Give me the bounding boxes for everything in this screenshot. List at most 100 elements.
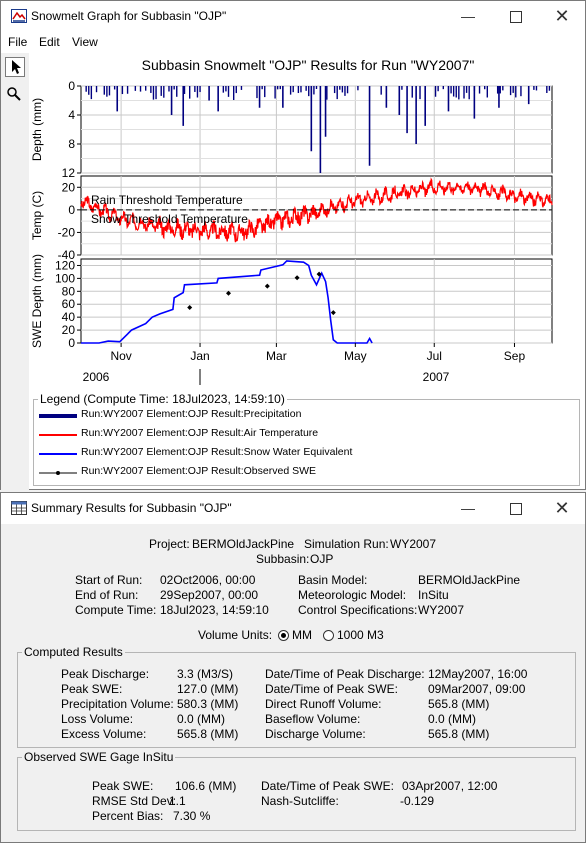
computed-label-2: Precipitation Volume: — [61, 697, 174, 711]
xtick-label-4: Jul — [427, 349, 442, 363]
xtick-label-1: Jan — [190, 349, 209, 363]
legend-swatch-0 — [39, 414, 77, 418]
sim-run-label: Simulation Run: — [304, 537, 389, 551]
table-icon — [11, 501, 27, 515]
observed-swe-point-1 — [226, 290, 232, 296]
computed-label2-2: Direct Runoff Volume: — [265, 697, 382, 711]
year-label-2006: 2006 — [83, 370, 110, 384]
observed-label2-0: Date/Time of Peak SWE: — [261, 779, 394, 793]
close-button[interactable]: ✕ — [539, 1, 585, 32]
unit-1000m3-radio[interactable]: 1000 M3 — [323, 628, 384, 642]
computed-label-3: Loss Volume: — [61, 712, 134, 726]
computed-label2-3: Baseflow Volume: — [265, 712, 361, 726]
unit-1000m3-label: 1000 M3 — [337, 628, 384, 642]
summary-titlebar[interactable]: Summary Results for Subbasin "OJP" — ✕ — [1, 493, 585, 524]
graph-area: Subbasin Snowmelt "OJP" Results for Run … — [29, 53, 585, 393]
computed-label2-0: Date/Time of Peak Discharge: — [265, 667, 425, 681]
computed-results-title: Computed Results — [24, 645, 123, 659]
legend-swatch-1 — [39, 434, 77, 436]
ytick-label-2-2: 40 — [62, 310, 76, 324]
end-label: End of Run: — [75, 588, 139, 602]
observed-swe-title: Observed SWE Gage InSitu — [24, 750, 174, 764]
xtick-label-0: Nov — [110, 349, 131, 363]
control-label: Control Specifications: — [298, 603, 418, 617]
basin-value: BERMOldJackPine — [418, 573, 521, 587]
sim-run-value: WY2007 — [390, 537, 437, 551]
ytick-label-0-3: 12 — [62, 166, 76, 180]
zoom-icon — [7, 87, 21, 101]
ytick-label-1-1: 0 — [68, 203, 75, 217]
summary-minimize-button[interactable]: — — [445, 493, 491, 524]
subbasin-value: OJP — [310, 552, 334, 566]
maximize-icon — [510, 503, 522, 516]
rain-threshold-label: Rain Threshold Temperature — [91, 193, 243, 207]
radio-unchecked-icon — [323, 630, 334, 641]
zoom-tool-button[interactable] — [5, 85, 25, 105]
air-temperature-line — [80, 177, 553, 243]
computed-label-0: Peak Discharge: — [61, 667, 150, 681]
computed-value2-1: 09Mar2007, 09:00 — [428, 682, 526, 696]
menu-edit[interactable]: Edit — [39, 35, 60, 49]
ytick-label-2-1: 20 — [62, 323, 76, 337]
graph-titlebar[interactable]: Snowmelt Graph for Subbasin "OJP" — ✕ — [1, 1, 585, 32]
snow-threshold-label: Snow Threshold Temperature — [91, 212, 248, 226]
summary-maximize-button[interactable] — [493, 493, 539, 524]
summary-close-button[interactable]: ✕ — [539, 493, 585, 524]
xtick-label-2: Mar — [266, 349, 287, 363]
summary-results-window: Summary Results for Subbasin "OJP" — ✕ P… — [0, 492, 586, 843]
computed-value-0: 3.3 (M3/S) — [177, 667, 234, 681]
minimize-button[interactable]: — — [445, 1, 491, 32]
ytick-label-2-4: 80 — [62, 284, 76, 298]
observed-swe-point-4 — [316, 271, 322, 277]
computed-value-1: 127.0 (MM) — [177, 682, 239, 696]
close-icon: ✕ — [554, 6, 570, 26]
legend-item-label-2: Run:WY2007 Element:OJP Result:Snow Water… — [81, 446, 353, 458]
start-value: 02Oct2006, 00:00 — [160, 573, 256, 587]
legend-item-label-0: Run:WY2007 Element:OJP Result:Precipitat… — [81, 408, 302, 420]
observed-label-1: RMSE Std Dev: — [92, 794, 177, 808]
computed-results-group: Computed Results — [17, 645, 576, 748]
volume-units-label: Volume Units: — [198, 628, 273, 642]
observed-label-0: Peak SWE: — [92, 779, 154, 793]
basin-label: Basin Model: — [298, 573, 368, 587]
summary-window-title: Summary Results for Subbasin "OJP" — [31, 501, 232, 515]
control-value: WY2007 — [418, 603, 465, 617]
close-icon: ✕ — [554, 498, 570, 518]
xtick-label-5: Sep — [504, 349, 526, 363]
legend-swatch-2 — [39, 453, 77, 455]
ytick-label-0-2: 8 — [68, 137, 75, 151]
menu-view[interactable]: View — [72, 35, 98, 49]
computed-value2-0: 12May2007, 16:00 — [428, 667, 528, 681]
legend-swatch-3 — [39, 471, 77, 475]
legend-title: Legend (Compute Time: 18Jul2023, 14:59:1… — [40, 392, 285, 406]
menu-file[interactable]: File — [8, 35, 28, 49]
observed-swe-point-0 — [187, 304, 193, 310]
observed-swe-point-5 — [330, 310, 336, 316]
maximize-button[interactable] — [493, 1, 539, 32]
legend-box: Legend (Compute Time: 18Jul2023, 14:59:1… — [33, 392, 580, 486]
project-value: BERMOldJackPine — [192, 537, 295, 551]
observed-value2-0: 03Apr2007, 12:00 — [402, 779, 498, 793]
pointer-tool-button[interactable] — [5, 57, 25, 77]
met-label: Meteorologic Model: — [298, 588, 407, 602]
legend-item-label-1: Run:WY2007 Element:OJP Result:Air Temper… — [81, 427, 319, 439]
compute-value: 18Jul2023, 14:59:10 — [160, 603, 269, 617]
graph-toolstrip — [1, 53, 29, 490]
project-label: Project: — [149, 537, 190, 551]
observed-swe-point-2 — [264, 283, 270, 289]
unit-mm-radio[interactable]: MM — [278, 628, 312, 642]
observed-value-2: 7.30 % — [173, 809, 211, 823]
computed-value2-3: 0.0 (MM) — [428, 712, 476, 726]
menu-bar: File Edit View — [1, 32, 585, 53]
swe-line — [81, 260, 373, 344]
computed-value-3: 0.0 (MM) — [177, 712, 225, 726]
pointer-icon — [12, 60, 21, 74]
ytick-label-1-3: -40 — [58, 248, 76, 262]
ytick-label-0-1: 4 — [68, 108, 75, 122]
ytick-label-2-5: 100 — [55, 271, 75, 285]
ytick-label-2-6: 120 — [55, 258, 75, 272]
year-label-2007: 2007 — [423, 370, 450, 384]
start-label: Start of Run: — [75, 573, 143, 587]
subbasin-label: Subbasin: — [256, 552, 310, 566]
